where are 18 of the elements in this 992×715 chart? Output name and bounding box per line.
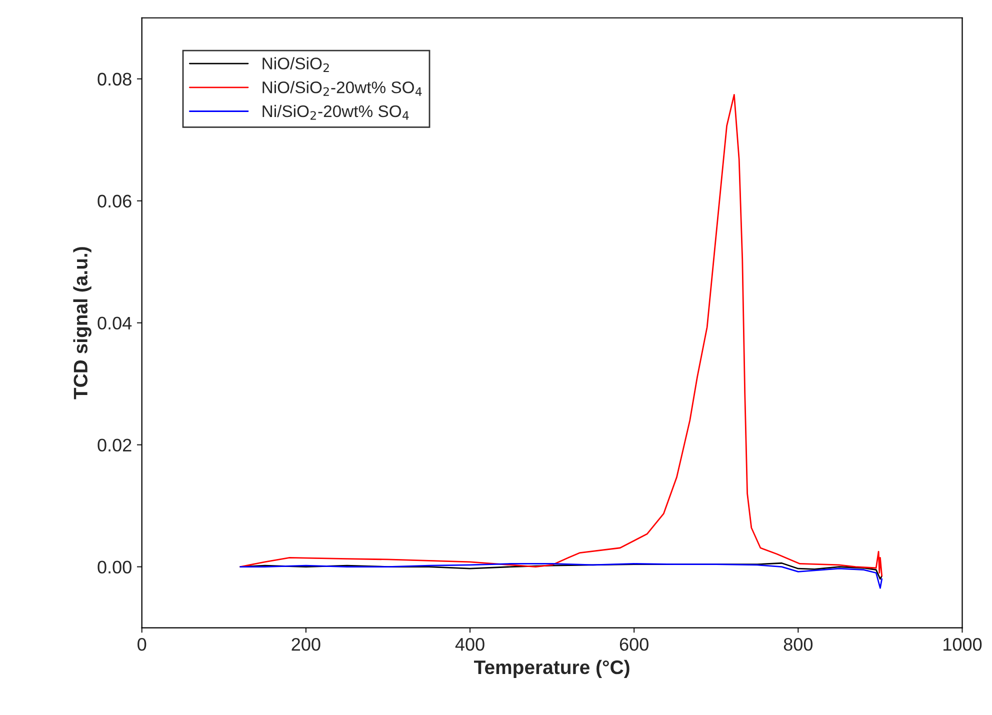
x-tick-label: 800 [784, 638, 813, 651]
y-tick-label: 0.02 [98, 438, 132, 452]
line-series [240, 563, 883, 589]
x-axis-title: Temperature (°C) [474, 660, 630, 678]
legend-label: NiO/SiO$_{2}$-20wt% SO$_{4}$ [262, 81, 422, 96]
x-tick-label: 0 [138, 638, 146, 651]
y-tick-label: 0.00 [98, 560, 132, 574]
y-tick-label: 0.08 [98, 72, 132, 86]
x-tick-label: 400 [455, 638, 484, 651]
y-tick-label: 0.06 [98, 194, 132, 208]
y-axis-title: TCD signal (a.u.) [73, 247, 92, 400]
x-tick-label: 600 [620, 638, 648, 651]
x-tick-label: 1000 [944, 638, 982, 651]
line-series [240, 94, 883, 577]
legend-label: Ni/SiO$_{2}$-20wt% SO$_{4}$ [262, 104, 409, 120]
x-tick-label: 200 [292, 638, 320, 651]
legend-label: NiO/SiO$_{2}$ [262, 57, 329, 72]
y-tick-label: 0.04 [98, 316, 132, 330]
